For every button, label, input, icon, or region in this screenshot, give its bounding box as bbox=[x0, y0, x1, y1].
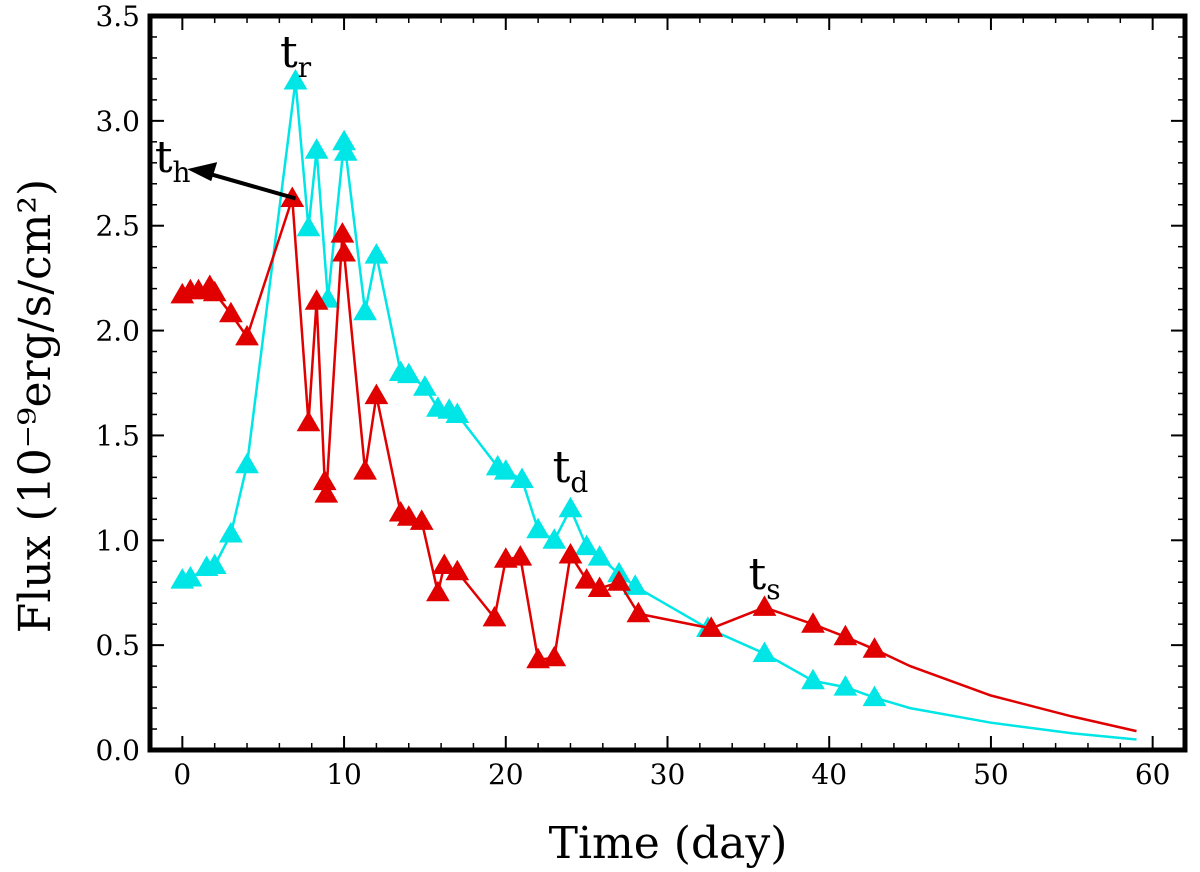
data-point-cyan bbox=[235, 452, 259, 474]
data-point-red bbox=[542, 645, 567, 667]
data-point-red bbox=[699, 616, 724, 637]
data-point-cyan bbox=[801, 668, 825, 690]
data-point-cyan bbox=[752, 641, 777, 662]
data-point-red bbox=[330, 222, 355, 243]
data-point-cyan bbox=[364, 243, 389, 264]
x-tick-label: 0 bbox=[173, 758, 191, 791]
data-point-red bbox=[296, 410, 321, 432]
arrow-head bbox=[187, 162, 218, 182]
tick-labels: 0 10 20 30 40 50 60 0.0 0.5 1.0 1.5 2.0 2.5 3.0 3.5 bbox=[95, 0, 1170, 791]
annotation-th: th bbox=[155, 132, 191, 189]
y-axis-title: Flux (10⁻⁹erg/s/cm²) bbox=[10, 179, 61, 633]
data-point-red bbox=[314, 482, 339, 503]
series-red bbox=[170, 186, 1137, 733]
data-point-cyan bbox=[558, 496, 583, 518]
y-tick-label: 2.5 bbox=[95, 210, 140, 243]
data-point-red bbox=[409, 509, 434, 530]
x-tick-label: 40 bbox=[811, 758, 847, 791]
data-point-red bbox=[587, 576, 612, 597]
x-axis-title: Time (day) bbox=[549, 818, 788, 869]
data-point-red bbox=[482, 605, 507, 627]
data-point-red bbox=[508, 545, 533, 566]
x-tick-label: 60 bbox=[1135, 758, 1171, 791]
data-point-cyan bbox=[493, 459, 518, 480]
annotation-tr: tr bbox=[280, 27, 312, 84]
data-point-cyan bbox=[445, 402, 470, 423]
data-point-cyan bbox=[304, 138, 329, 159]
data-point-red bbox=[219, 301, 243, 323]
data-point-red bbox=[574, 568, 599, 589]
arrow-shaft bbox=[202, 170, 297, 201]
data-point-red bbox=[432, 553, 457, 574]
x-tick-label: 50 bbox=[973, 758, 1009, 791]
data-point-cyan bbox=[396, 362, 421, 384]
data-point-cyan bbox=[526, 517, 550, 539]
data-point-red bbox=[607, 570, 631, 591]
data-point-red bbox=[235, 324, 259, 346]
data-point-cyan bbox=[353, 299, 377, 321]
data-point-red bbox=[426, 580, 450, 602]
data-point-red bbox=[558, 543, 583, 564]
data-point-cyan bbox=[862, 685, 887, 707]
data-point-cyan bbox=[219, 522, 243, 543]
data-point-red bbox=[833, 624, 858, 646]
data-point-cyan bbox=[333, 140, 358, 161]
y-tick-label: 1.0 bbox=[95, 524, 140, 557]
data-point-cyan bbox=[178, 566, 203, 587]
plot-frame bbox=[147, 13, 1188, 753]
data-point-red bbox=[364, 383, 389, 405]
y-tick-label: 3.5 bbox=[95, 0, 140, 33]
x-tick-label: 10 bbox=[326, 758, 362, 791]
data-point-cyan bbox=[574, 534, 599, 556]
data-point-cyan bbox=[202, 553, 227, 574]
data-point-red bbox=[396, 505, 421, 526]
y-tick-label: 0.5 bbox=[95, 629, 140, 662]
data-point-red bbox=[626, 601, 651, 623]
data-point-cyan bbox=[833, 675, 858, 696]
y-tick-label: 2.0 bbox=[95, 315, 140, 348]
data-point-cyan bbox=[542, 528, 567, 549]
data-point-cyan bbox=[510, 467, 534, 488]
data-point-red bbox=[862, 637, 887, 658]
data-point-cyan bbox=[283, 69, 308, 90]
data-point-red bbox=[353, 459, 377, 480]
data-point-red bbox=[445, 559, 470, 581]
annotation-td: td bbox=[553, 442, 589, 499]
y-tick-label: 0.0 bbox=[95, 734, 140, 767]
data-point-red bbox=[752, 595, 777, 616]
data-point-red bbox=[304, 289, 329, 310]
data-point-cyan bbox=[587, 545, 612, 566]
data-point-red bbox=[332, 241, 356, 262]
data-point-red bbox=[202, 280, 227, 302]
data-point-red bbox=[526, 647, 550, 669]
annotation-layer: tr th td ts bbox=[155, 27, 781, 606]
series-line-cyan bbox=[181, 80, 1137, 741]
y-tick-label: 3.0 bbox=[95, 105, 140, 138]
series-cyan bbox=[170, 69, 1137, 741]
y-tick-label: 1.5 bbox=[95, 419, 140, 452]
x-tick-label: 20 bbox=[488, 758, 524, 791]
annotation-ts: ts bbox=[749, 549, 781, 606]
data-point-cyan bbox=[413, 375, 437, 396]
x-tick-label: 30 bbox=[650, 758, 686, 791]
data-point-cyan bbox=[296, 215, 321, 237]
series-layer bbox=[170, 69, 1137, 741]
data-point-red bbox=[801, 612, 825, 633]
